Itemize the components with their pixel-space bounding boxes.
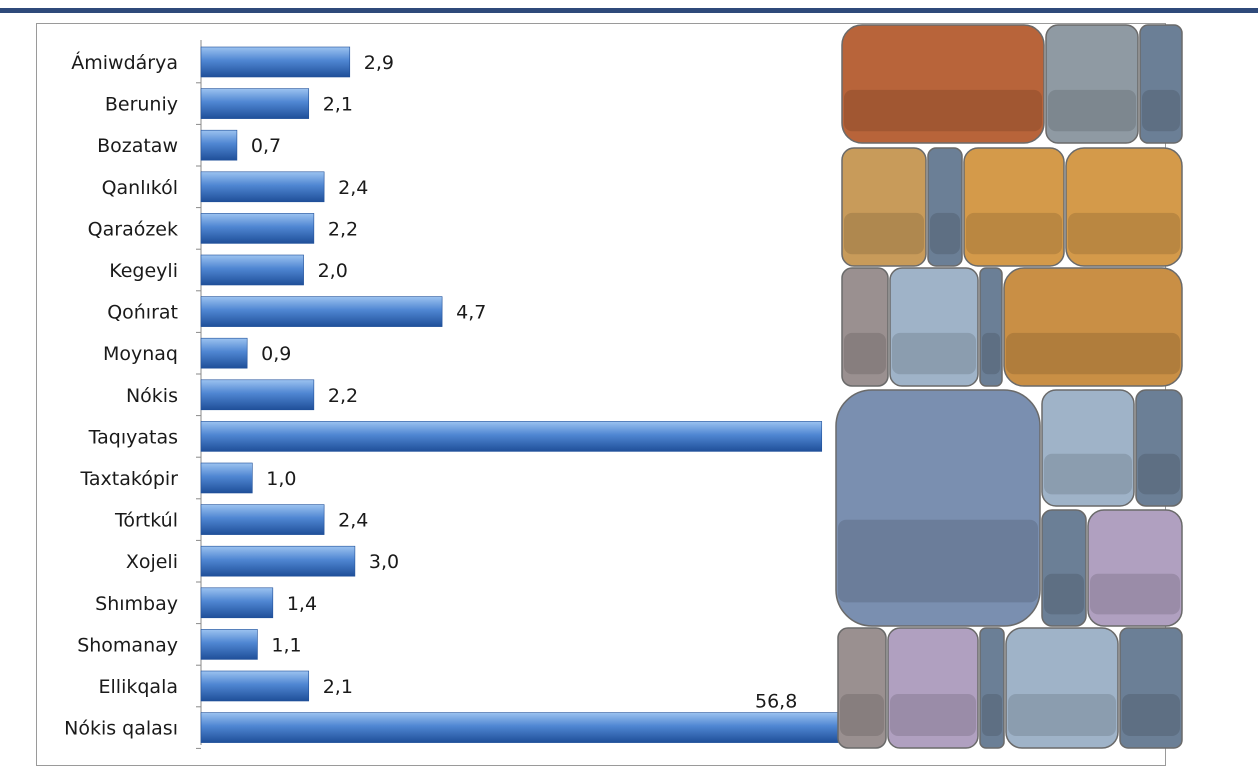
photo-tile <box>979 627 1005 749</box>
category-label: Qanlıkól <box>102 177 178 199</box>
photo-tile <box>837 627 887 749</box>
bar <box>200 629 258 660</box>
bar <box>200 421 823 452</box>
bar <box>200 46 351 78</box>
category-label: Beruniy <box>105 94 178 116</box>
data-label: 2,4 <box>338 510 368 532</box>
header-rule <box>0 8 1258 13</box>
bar <box>200 296 443 327</box>
y-ticks <box>196 82 201 749</box>
category-label: Xojeli <box>126 551 178 573</box>
category-label: Bozataw <box>97 135 178 157</box>
category-label: Nókis <box>126 385 178 407</box>
category-label: Tórtkúl <box>114 510 178 532</box>
photo-tile <box>887 627 979 749</box>
data-label: 2,0 <box>318 260 348 282</box>
photo-tile <box>1139 24 1183 144</box>
bar <box>200 670 310 702</box>
photo-tile <box>1045 24 1139 144</box>
bars <box>200 46 842 743</box>
bar <box>200 379 315 411</box>
category-label: Taqıyatas <box>88 426 178 448</box>
photo-tile <box>979 267 1003 387</box>
photo-tile <box>1135 389 1183 507</box>
bar <box>200 337 248 369</box>
category-labels: Ámiwdárya Beruniy Bozataw Qanlıkól Qaraózek K… <box>64 51 178 740</box>
photo-tile <box>1005 627 1119 749</box>
data-label: 2,9 <box>364 52 394 74</box>
photo-tile <box>1003 267 1183 387</box>
data-label: 2,1 <box>323 676 353 698</box>
photo-tile <box>963 147 1065 267</box>
bar <box>200 88 310 119</box>
data-label: 2,4 <box>338 177 368 199</box>
bar <box>200 462 253 494</box>
data-label: 4,7 <box>456 302 486 324</box>
category-label: Shomanay <box>77 634 178 656</box>
data-label: 2,2 <box>328 218 358 240</box>
bar <box>200 129 238 161</box>
category-label: Ellikqala <box>99 676 178 698</box>
photo-tile <box>889 267 979 387</box>
data-label: 1,1 <box>271 634 301 656</box>
category-label: Moynaq <box>103 343 178 365</box>
photo-tile <box>1041 389 1135 507</box>
category-label: Qaraózek <box>88 218 178 240</box>
photo-tile <box>927 147 963 267</box>
bar <box>200 254 304 286</box>
bar <box>200 712 842 743</box>
photo-tile <box>835 389 1041 627</box>
bar <box>200 213 315 244</box>
data-label: 1,4 <box>287 593 317 615</box>
data-label: 2,1 <box>323 94 353 116</box>
data-label: 0,7 <box>251 135 281 157</box>
data-label: 3,0 <box>369 551 399 573</box>
photo-tile <box>1065 147 1183 267</box>
photo-tile <box>841 147 927 267</box>
photo-tile <box>1119 627 1183 749</box>
category-label: Nókis qalası <box>64 718 178 740</box>
photo-tile <box>841 267 889 387</box>
category-label: Taxtakópir <box>79 468 178 490</box>
bar <box>200 587 274 619</box>
category-label: Ámiwdárya <box>71 51 178 74</box>
data-label: 0,9 <box>261 343 291 365</box>
photo-tile <box>841 24 1045 144</box>
category-label: Shımbay <box>95 593 178 615</box>
photo-tile <box>1041 509 1087 627</box>
bar <box>200 171 325 203</box>
data-label: 2,2 <box>328 385 358 407</box>
bar <box>200 545 356 577</box>
bar <box>200 504 325 535</box>
category-label: Kegeyli <box>109 260 178 282</box>
data-label: 1,0 <box>266 468 296 490</box>
photo-tile <box>1087 509 1183 627</box>
category-label: Qońırat <box>107 302 178 324</box>
data-label: 56,8 <box>755 691 797 713</box>
